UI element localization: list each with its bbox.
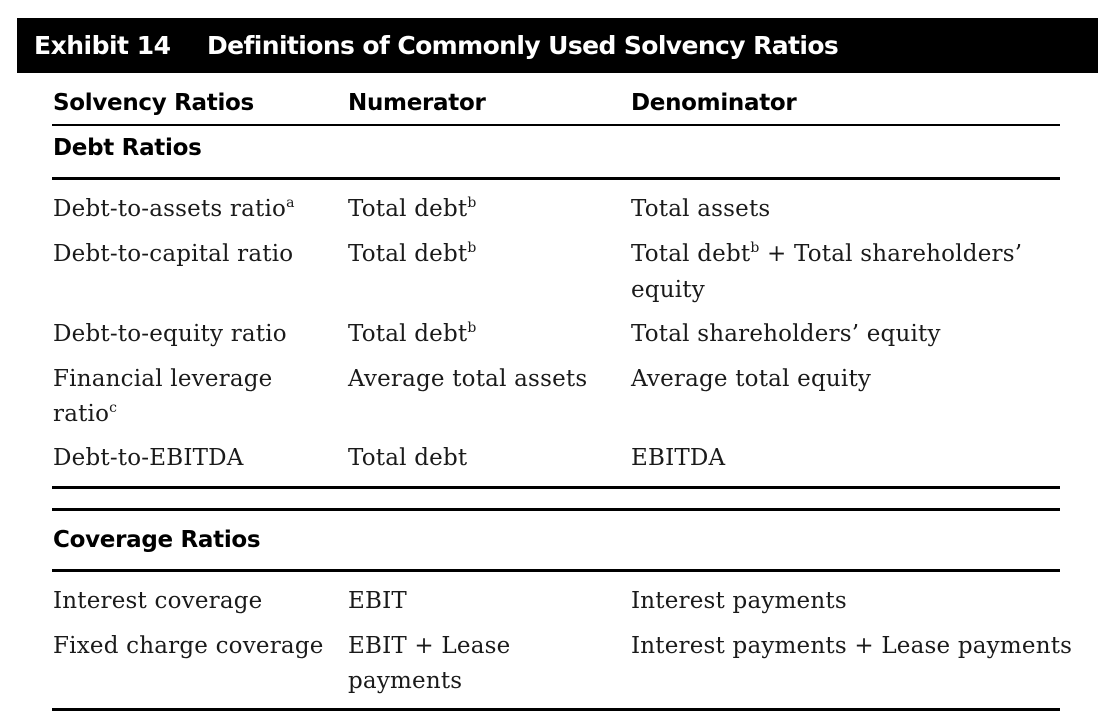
denominator: EBITDA [631,445,726,471]
numerator: Total debtb [348,320,477,347]
section-heading-debt-ratios: Debt Ratios [53,135,202,161]
denominator: Total assets [631,196,771,222]
numerator: Total debtb [348,240,477,267]
ratio-name: Debt-to-capital ratio [53,241,294,267]
denominator: Total debtb + Total shareholders’ [631,240,1023,267]
column-header-denominator: Denominator [631,90,797,116]
ratio-name-continued: ratioc [53,400,118,427]
ratio-name: Debt-to-assets ratioa [53,195,295,222]
header-rule [52,124,1060,126]
denominator: Interest payments [631,588,847,614]
numerator: EBIT + Lease [348,633,511,659]
denominator: Total shareholders’ equity [631,321,941,347]
numerator-continued: payments [348,668,463,694]
denominator-continued: equity [631,277,705,303]
numerator: Total debtb [348,195,477,222]
numerator: EBIT [348,588,407,614]
section-rule [52,177,1060,180]
section-start-rule [52,508,1060,511]
exhibit-title: Definitions of Commonly Used Solvency Ra… [207,31,839,60]
ratio-name: Debt-to-EBITDA [53,445,244,471]
exhibit-number: Exhibit 14 [34,31,171,60]
ratio-name: Financial leverage [53,366,273,392]
ratio-name: Debt-to-equity ratio [53,321,287,347]
denominator: Average total equity [631,366,872,392]
ratio-name: Interest coverage [53,588,263,614]
column-header-ratio: Solvency Ratios [53,90,254,116]
column-header-numerator: Numerator [348,90,486,116]
table-bottom-rule [52,708,1060,711]
ratio-name: Fixed charge coverage [53,633,324,659]
section-rule [52,569,1060,572]
denominator: Interest payments + Lease payments [631,633,1073,659]
section-heading-coverage-ratios: Coverage Ratios [53,527,261,553]
exhibit-title-bar: Exhibit 14 Definitions of Commonly Used … [17,18,1098,73]
section-end-rule [52,486,1060,489]
numerator: Average total assets [348,366,588,392]
numerator: Total debt [348,445,468,471]
